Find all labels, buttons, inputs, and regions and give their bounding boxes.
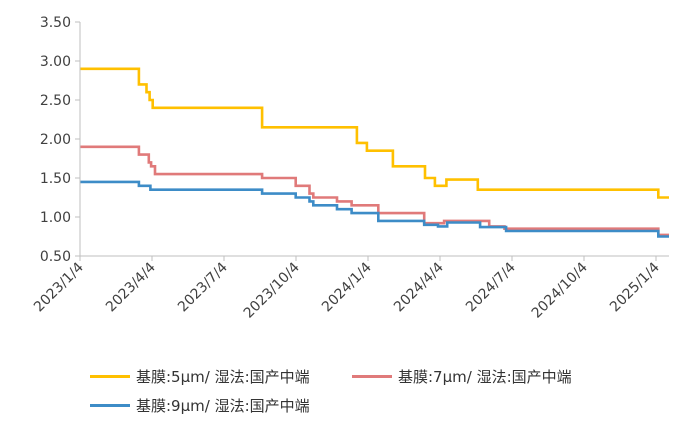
legend-swatch-9um [90,404,130,407]
x-tick-label: 2025/1/4 [607,259,663,315]
y-tick-labels: 3.50 3.00 2.50 2.00 1.50 1.00 0.50 [40,15,71,265]
x-tick-label: 2024/1/4 [319,259,375,315]
x-tick-label: 2024/7/4 [463,259,519,315]
price-line-chart: 3.503.002.502.001.501.000.50 2023/1/4 202… [31,15,669,322]
legend-label-7um: 基膜:7μm/ 湿法:国产中端 [398,368,572,386]
x-tick-label: 2023/7/4 [175,259,231,315]
x-tick-label: 2023/1/4 [31,259,87,315]
x-tick-label: 2024/10/4 [529,259,591,321]
y-tick-label: 0.50 [40,249,71,265]
series-line-1 [80,145,669,237]
series-layer [80,67,669,238]
x-tick-labels: 2023/1/4 2023/4/4 2023/7/4 2023/10/4 2024/1/… [31,259,663,321]
series-line-0 [80,67,669,199]
axes [75,21,669,261]
legend-item-5um: 基膜:5μm/ 湿法:国产中端 [90,366,310,387]
y-tick-label: 1.00 [40,210,71,226]
legend-item-7um: 基膜:7μm/ 湿法:国产中端 [352,366,572,387]
legend-item-9um: 基膜:9μm/ 湿法:国产中端 [90,395,310,416]
y-tick-label: 3.00 [40,54,71,70]
y-tick-label: 2.00 [40,132,71,148]
legend-swatch-7um [352,375,392,378]
x-tick-label: 2023/10/4 [241,259,303,321]
legend-label-5um: 基膜:5μm/ 湿法:国产中端 [136,368,310,386]
x-tick-label: 2024/4/4 [391,259,447,315]
y-tick-label: 1.50 [40,171,71,187]
y-tick-label: 2.50 [40,93,71,109]
y-tick-label: 3.50 [40,15,71,31]
series-line-2 [80,180,669,238]
legend-swatch-5um [90,375,130,378]
legend-label-9um: 基膜:9μm/ 湿法:国产中端 [136,397,310,415]
x-tick-label: 2023/4/4 [103,259,159,315]
